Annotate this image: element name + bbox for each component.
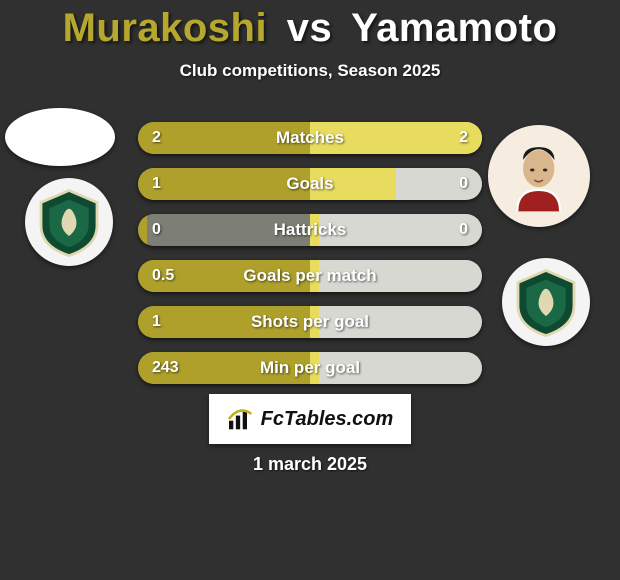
stat-left-value: 0.5 xyxy=(152,260,174,292)
fctables-logo-icon xyxy=(227,407,255,431)
player2-club-crest xyxy=(502,258,590,346)
stat-left-value: 1 xyxy=(152,168,161,200)
stat-row: 00Hattricks xyxy=(138,214,482,246)
stat-left-value: 243 xyxy=(152,352,179,384)
club-crest-icon xyxy=(34,187,104,257)
person-silhouette-icon xyxy=(22,117,99,158)
stat-right-fill xyxy=(310,352,319,384)
player1-club-crest xyxy=(25,178,113,266)
stat-right-fill xyxy=(310,122,482,154)
person-photo-icon xyxy=(503,140,574,211)
title-vs: vs xyxy=(287,6,333,50)
stat-left-value: 1 xyxy=(152,306,161,338)
stat-right-value: 2 xyxy=(459,122,468,154)
comparison-bars: 22Matches10Goals00Hattricks0.5Goals per … xyxy=(138,122,482,398)
stat-left-fill xyxy=(138,306,310,338)
brand-box[interactable]: FcTables.com xyxy=(209,394,411,444)
subtitle: Club competitions, Season 2025 xyxy=(0,61,620,81)
stat-right-value: 0 xyxy=(459,168,468,200)
stat-left-fill xyxy=(138,122,310,154)
stat-left-fill xyxy=(138,168,310,200)
page-title: Murakoshi vs Yamamoto xyxy=(0,0,620,51)
stat-left-fill xyxy=(138,214,147,246)
stat-right-fill xyxy=(310,168,396,200)
stat-right-fill xyxy=(310,214,319,246)
stat-row: 22Matches xyxy=(138,122,482,154)
brand-text: FcTables.com xyxy=(261,408,394,431)
stat-right-value: 0 xyxy=(459,214,468,246)
stat-left-value: 2 xyxy=(152,122,161,154)
date-text: 1 march 2025 xyxy=(0,454,620,475)
title-player2: Yamamoto xyxy=(351,6,557,50)
stat-row: 10Goals xyxy=(138,168,482,200)
club-crest-icon xyxy=(511,267,581,337)
stat-right-fill xyxy=(310,260,319,292)
stat-row: 243Min per goal xyxy=(138,352,482,384)
stat-row: 1Shots per goal xyxy=(138,306,482,338)
player2-avatar xyxy=(488,125,590,227)
title-player1: Murakoshi xyxy=(63,6,268,50)
player1-avatar xyxy=(5,108,115,166)
stat-left-value: 0 xyxy=(152,214,161,246)
stat-right-fill xyxy=(310,306,319,338)
stat-row: 0.5Goals per match xyxy=(138,260,482,292)
